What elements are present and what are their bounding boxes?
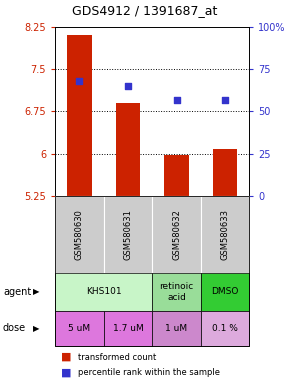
Text: percentile rank within the sample: percentile rank within the sample: [78, 368, 220, 377]
Bar: [164, 155, 189, 196]
Point: [126, 83, 130, 89]
Text: GSM580632: GSM580632: [172, 209, 181, 260]
Bar: [116, 103, 140, 196]
Text: DMSO: DMSO: [211, 287, 239, 296]
Point: [174, 96, 179, 103]
Text: dose: dose: [3, 323, 26, 333]
Text: retinoic
acid: retinoic acid: [160, 282, 194, 301]
Text: ▶: ▶: [33, 287, 40, 296]
Point: [223, 96, 227, 103]
Text: GSM580630: GSM580630: [75, 209, 84, 260]
Text: transformed count: transformed count: [78, 353, 157, 362]
Bar: [213, 149, 237, 196]
Text: agent: agent: [3, 287, 31, 297]
Text: 0.1 %: 0.1 %: [212, 324, 238, 333]
Text: KHS101: KHS101: [86, 287, 122, 296]
Text: 5 uM: 5 uM: [68, 324, 90, 333]
Text: GSM580633: GSM580633: [221, 209, 230, 260]
Text: ▶: ▶: [33, 324, 40, 333]
Text: 1.7 uM: 1.7 uM: [113, 324, 143, 333]
Text: ■: ■: [61, 367, 71, 377]
Point: [77, 78, 82, 84]
Text: ■: ■: [61, 352, 71, 362]
Text: 1 uM: 1 uM: [166, 324, 188, 333]
Bar: [67, 35, 92, 196]
Text: GSM580631: GSM580631: [124, 209, 133, 260]
Text: GDS4912 / 1391687_at: GDS4912 / 1391687_at: [72, 4, 218, 17]
